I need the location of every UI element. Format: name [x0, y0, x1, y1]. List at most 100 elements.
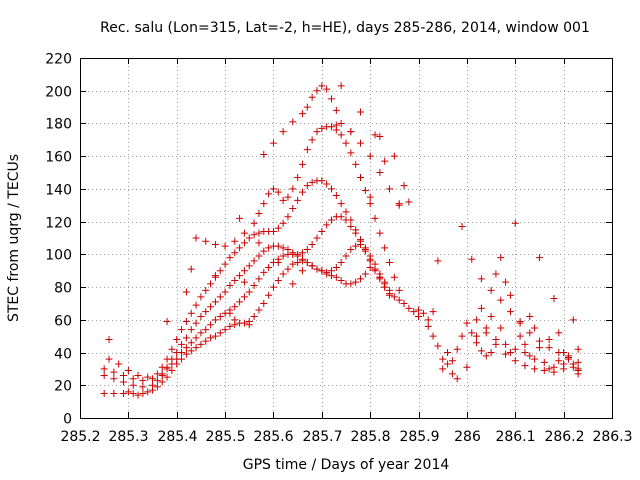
data-point — [386, 259, 394, 267]
data-point — [260, 200, 268, 208]
data-point — [178, 340, 186, 348]
data-point — [453, 375, 461, 383]
y-tick-label: 40 — [54, 347, 72, 363]
data-point — [187, 339, 195, 347]
data-point — [260, 268, 268, 276]
data-point — [144, 373, 152, 381]
data-point — [207, 334, 215, 342]
data-point — [216, 329, 224, 337]
data-point — [308, 136, 316, 144]
x-tick-label: 286.2 — [544, 429, 584, 445]
data-point — [250, 313, 258, 321]
data-point — [149, 381, 157, 389]
data-point — [158, 363, 166, 371]
y-tick-label: 220 — [45, 52, 72, 68]
data-point — [395, 200, 403, 208]
data-point — [463, 319, 471, 327]
data-point — [226, 254, 234, 262]
data-point — [429, 332, 437, 340]
data-point — [182, 288, 190, 296]
x-axis-label: GPS time / Days of year 2014 — [243, 457, 450, 473]
data-point — [129, 375, 137, 383]
data-point — [274, 188, 282, 196]
data-point — [294, 250, 302, 258]
x-tick-label: 285.3 — [108, 429, 148, 445]
data-point — [182, 350, 190, 358]
x-tick-labels: 285.2 285.3 285.4 285.5 285.6 285.7 285.8 285.9… — [60, 429, 632, 445]
data-point — [250, 281, 258, 289]
data-point — [120, 378, 128, 386]
data-point — [405, 304, 413, 312]
data-point — [139, 389, 147, 397]
data-point — [303, 103, 311, 111]
y-tick-labels: 0 20 40 60 80 100 120 140 160 180 200 220 — [45, 52, 72, 428]
data-point — [216, 313, 224, 321]
data-point — [202, 337, 210, 345]
data-point — [521, 362, 529, 370]
data-point — [294, 173, 302, 181]
data-point — [289, 280, 297, 288]
data-point — [221, 326, 229, 334]
data-point — [308, 262, 316, 270]
data-point — [429, 308, 437, 316]
data-point — [197, 313, 205, 321]
data-point — [269, 139, 277, 147]
data-point — [158, 378, 166, 386]
data-point — [419, 309, 427, 317]
data-point — [342, 208, 350, 216]
data-point — [124, 388, 132, 396]
plot-frame — [80, 58, 613, 419]
data-point — [100, 365, 108, 373]
data-point — [236, 272, 244, 280]
data-point — [337, 200, 345, 208]
data-point — [535, 254, 543, 262]
data-point — [366, 255, 374, 263]
x-tick-label: 285.6 — [253, 429, 293, 445]
data-point — [424, 316, 432, 324]
x-tick-label: 286.3 — [592, 429, 632, 445]
data-point — [139, 376, 147, 384]
data-point — [453, 345, 461, 353]
data-point — [555, 329, 563, 337]
x-tick-label: 285.9 — [399, 429, 439, 445]
data-point — [477, 304, 485, 312]
data-point — [279, 196, 287, 204]
data-point — [182, 344, 190, 352]
data-point — [569, 316, 577, 324]
data-point — [506, 349, 514, 357]
data-point — [260, 299, 268, 307]
data-point — [327, 95, 335, 103]
data-point — [192, 334, 200, 342]
data-point — [274, 277, 282, 285]
data-point — [240, 267, 248, 275]
y-tick-label: 120 — [45, 216, 72, 232]
data-point — [337, 277, 345, 285]
data-point — [371, 131, 379, 139]
data-point — [153, 370, 161, 378]
data-point — [366, 200, 374, 208]
data-point — [347, 223, 355, 231]
data-point — [211, 272, 219, 280]
data-point — [327, 267, 335, 275]
data-point — [332, 121, 340, 129]
data-point — [202, 308, 210, 316]
data-point — [371, 214, 379, 222]
data-point — [318, 227, 326, 235]
data-point — [240, 229, 248, 237]
data-point — [347, 280, 355, 288]
data-point — [487, 286, 495, 294]
data-point — [187, 326, 195, 334]
data-point — [502, 340, 510, 348]
data-point — [531, 365, 539, 373]
y-tick-label: 100 — [45, 248, 72, 264]
data-point — [211, 332, 219, 340]
data-point — [482, 352, 490, 360]
data-point — [284, 265, 292, 273]
data-point — [497, 296, 505, 304]
data-point — [279, 270, 287, 278]
data-point — [473, 316, 481, 324]
y-tick-label: 140 — [45, 183, 72, 199]
data-point — [226, 281, 234, 289]
data-point — [540, 358, 548, 366]
data-point — [526, 352, 534, 360]
